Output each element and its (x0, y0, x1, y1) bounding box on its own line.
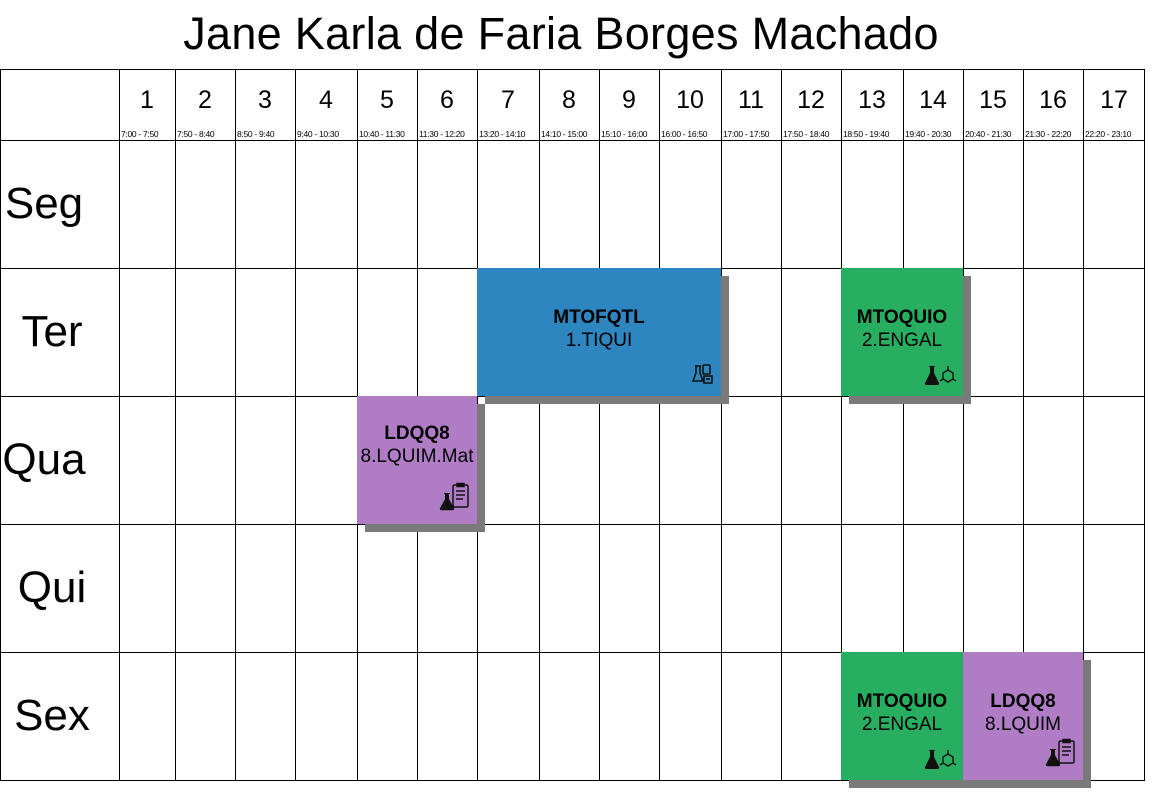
period-time: 16:00 - 16:50 (661, 129, 708, 139)
period-number: 12 (797, 86, 825, 114)
period-number: 17 (1100, 86, 1128, 114)
period-time: 15:10 - 16:00 (601, 129, 648, 139)
period-number: 8 (562, 86, 576, 114)
day-label-ter: Ter (21, 307, 83, 356)
period-number: 4 (319, 86, 333, 114)
period-time: 21:30 - 22:20 (1025, 129, 1072, 139)
grid-vline (235, 69, 236, 781)
class-code: LDQQ8 (990, 691, 1056, 712)
grid-hline (0, 140, 1145, 141)
grid-vline (599, 69, 600, 781)
period-time: 7:50 - 8:40 (177, 129, 215, 139)
day-label-sex: Sex (14, 691, 90, 740)
class-group: 1.TIQUI (565, 330, 633, 351)
period-number: 10 (676, 86, 704, 114)
class-group: 8.LQUIM.Mat (360, 446, 474, 467)
grid-vline (1083, 69, 1084, 781)
period-time: 17:00 - 17:50 (723, 129, 770, 139)
period-number: 6 (440, 86, 454, 114)
grid-vline (1144, 69, 1145, 781)
lab-equipment-icon (691, 362, 715, 391)
grid-vline (0, 69, 1, 781)
day-label-qua: Qua (2, 435, 86, 484)
period-time: 17:50 - 18:40 (783, 129, 830, 139)
period-time: 10:40 - 11:30 (359, 129, 405, 139)
flask-molecule-icon (923, 364, 957, 391)
class-block[interactable]: MTOFQTL 1.TIQUI (477, 268, 721, 396)
period-time: 9:40 - 10:30 (297, 129, 339, 139)
period-time: 22:20 - 23:10 (1085, 129, 1132, 139)
grid-vline (477, 69, 478, 781)
period-number: 5 (380, 86, 394, 114)
grid-vline (781, 69, 782, 781)
period-number: 1 (140, 86, 154, 114)
class-code: LDQQ8 (384, 423, 450, 444)
grid-vline (1023, 69, 1024, 781)
period-time: 20:40 - 21:30 (965, 129, 1012, 139)
grid-vline (659, 69, 660, 781)
class-group: 2.ENGAL (861, 714, 943, 735)
grid-vline (721, 69, 722, 781)
grid-vline (295, 69, 296, 781)
grid-hline (0, 524, 1145, 525)
period-number: 13 (858, 86, 886, 114)
period-time: 13:20 - 14:10 (479, 129, 526, 139)
grid-vline (175, 69, 176, 781)
grid-hline (0, 780, 1145, 781)
period-time: 11:30 - 12:20 (419, 129, 465, 139)
grid-vline (539, 69, 540, 781)
class-code: MTOQUIO (856, 307, 948, 328)
period-time: 19:40 - 20:30 (905, 129, 952, 139)
period-number: 16 (1039, 86, 1067, 114)
period-number: 2 (198, 86, 212, 114)
grid-vline (903, 69, 904, 781)
clipboard-flask-icon (439, 482, 471, 519)
page-title: Jane Karla de Faria Borges Machado (183, 8, 939, 59)
period-number: 14 (919, 86, 947, 114)
period-number: 3 (258, 86, 272, 114)
period-number: 15 (979, 86, 1007, 114)
grid-vline (963, 69, 964, 781)
day-label-seg: Seg (4, 179, 84, 228)
grid-vline (841, 69, 842, 781)
period-time: 8:50 - 9:40 (237, 129, 275, 139)
grid-hline (0, 652, 1145, 653)
period-time: 14:10 - 15:00 (541, 129, 588, 139)
clipboard-flask-icon (1045, 738, 1077, 775)
day-label-qui: Qui (17, 563, 87, 612)
class-block[interactable]: LDQQ8 8.LQUIM (963, 652, 1083, 780)
grid-vline (119, 69, 120, 781)
class-code: MTOFQTL (553, 307, 645, 328)
class-code: MTOQUIO (856, 691, 948, 712)
class-block[interactable]: LDQQ8 8.LQUIM.Mat (357, 396, 477, 524)
period-number: 11 (738, 86, 764, 114)
flask-molecule-icon (923, 748, 957, 775)
class-group: 2.ENGAL (861, 330, 943, 351)
grid-hline (0, 69, 1145, 70)
grid-hline (0, 396, 1145, 397)
period-number: 9 (622, 86, 636, 114)
class-group: 8.LQUIM (984, 714, 1062, 735)
class-block[interactable]: MTOQUIO 2.ENGAL (841, 652, 963, 780)
period-time: 18:50 - 19:40 (843, 129, 890, 139)
period-time: 7:00 - 7:50 (121, 129, 159, 139)
period-number: 7 (501, 86, 515, 114)
class-block[interactable]: MTOQUIO 2.ENGAL (841, 268, 963, 396)
